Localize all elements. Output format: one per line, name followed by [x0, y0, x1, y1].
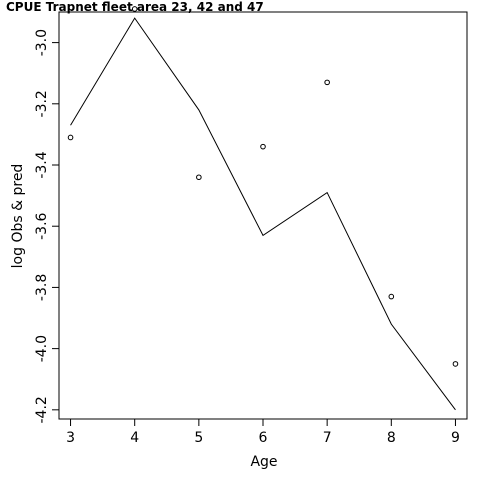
x-axis-title: Age — [250, 454, 277, 470]
x-tick-label: 7 — [323, 430, 332, 446]
y-axis: -4.2 -4.0 -3.8 -3.6 -3.4 -3.2 -3.0 — [34, 29, 59, 423]
observed-point — [131, 6, 138, 12]
observed-point — [452, 361, 459, 367]
x-tick-label: 8 — [387, 430, 396, 446]
x-tick-label: 3 — [66, 430, 75, 446]
y-axis-title: log Obs & pred — [10, 164, 26, 269]
predicted-line — [70, 17, 456, 411]
observed-point — [67, 134, 74, 141]
x-axis: 3 4 5 6 7 8 9 — [66, 419, 460, 446]
y-tick-label: -3.0 — [34, 29, 50, 56]
y-tick-label: -3.8 — [34, 274, 50, 301]
observed-point — [388, 293, 395, 300]
observed-point — [260, 143, 266, 150]
y-tick-label: -4.0 — [34, 335, 50, 362]
y-tick-label: -3.4 — [34, 151, 50, 178]
observed-point — [196, 174, 202, 181]
observed-point — [324, 79, 330, 86]
y-tick-label: -4.2 — [34, 396, 50, 423]
x-tick-label: 5 — [194, 430, 203, 446]
x-tick-label: 9 — [451, 430, 460, 446]
x-tick-label: 4 — [130, 430, 139, 446]
y-tick-label: -3.2 — [34, 90, 50, 117]
plot-frame — [58, 11, 468, 420]
observed-points — [67, 6, 459, 367]
y-tick-label: -3.6 — [34, 212, 50, 239]
x-tick-label: 6 — [259, 430, 268, 446]
